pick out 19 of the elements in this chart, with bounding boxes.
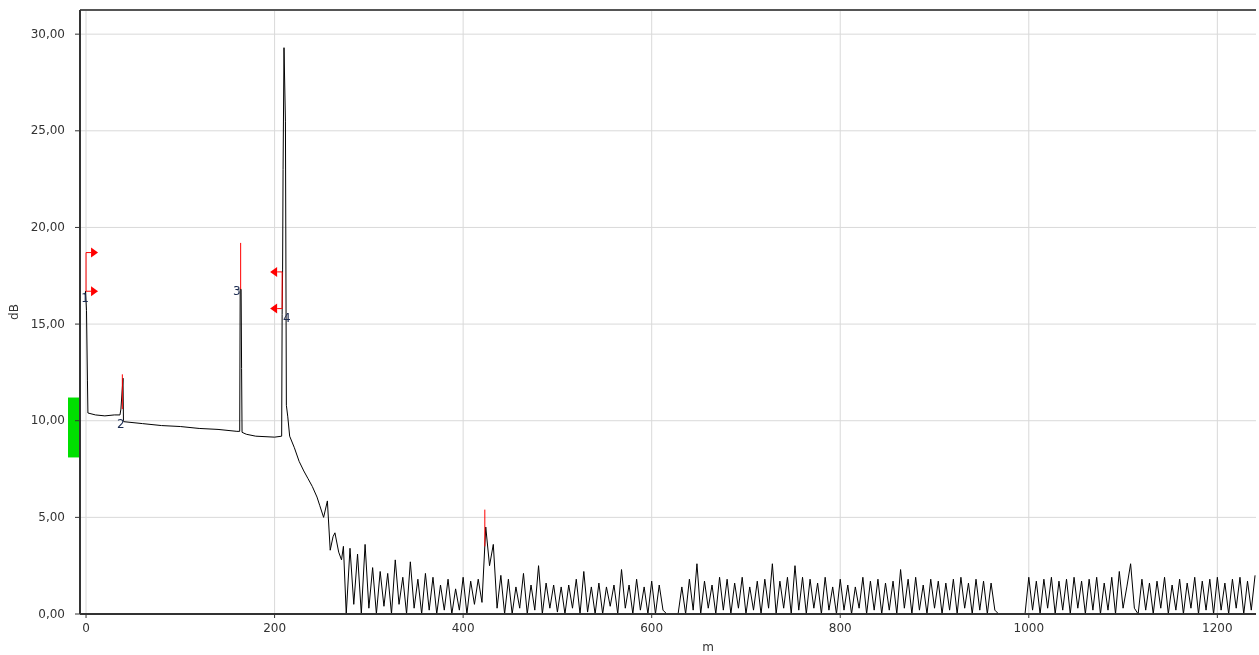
- x-tick-label: 600: [640, 621, 664, 635]
- x-tick-label: 200: [263, 621, 287, 635]
- y-axis-title: dB: [7, 304, 21, 320]
- annotation: 3: [233, 283, 241, 298]
- y-tick-label: 15,00: [30, 316, 65, 331]
- x-tick-label: 1000: [1013, 621, 1045, 635]
- y-tick-label: 25,00: [30, 123, 65, 138]
- y-tick-label: 30,00: [30, 26, 65, 41]
- annotation: 2: [117, 417, 125, 432]
- y-tick-label: 0,00: [38, 606, 65, 621]
- x-tick-label: 400: [451, 621, 475, 635]
- y-tick-label: 20,00: [30, 219, 65, 234]
- x-tick-label: 1200: [1202, 621, 1233, 635]
- y-tick-label: 5,00: [38, 509, 65, 524]
- x-axis-title: m: [702, 640, 714, 654]
- line-series: [84, 47, 1256, 615]
- y-tick-label: 10,00: [30, 413, 65, 428]
- x-tick-label: 0: [82, 621, 90, 635]
- x-tick-label: 800: [828, 621, 852, 635]
